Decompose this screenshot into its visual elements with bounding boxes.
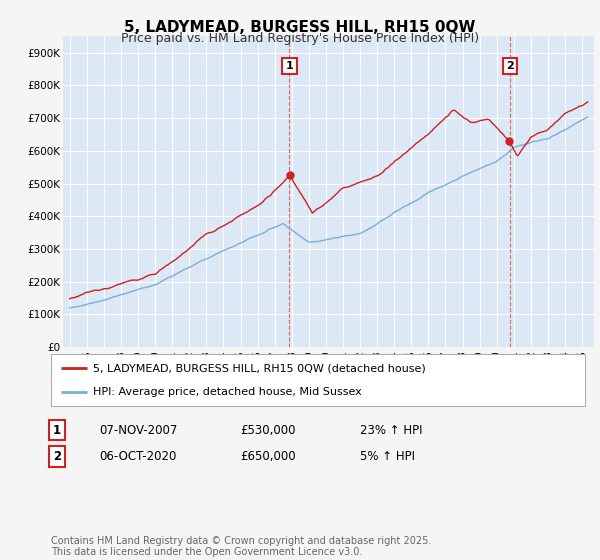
Text: 1: 1 (286, 61, 293, 71)
Text: 5% ↑ HPI: 5% ↑ HPI (360, 450, 415, 463)
Text: £530,000: £530,000 (240, 423, 296, 437)
Text: 06-OCT-2020: 06-OCT-2020 (99, 450, 176, 463)
Text: 2: 2 (506, 61, 514, 71)
Text: £650,000: £650,000 (240, 450, 296, 463)
Text: HPI: Average price, detached house, Mid Sussex: HPI: Average price, detached house, Mid … (92, 387, 361, 397)
Text: 23% ↑ HPI: 23% ↑ HPI (360, 423, 422, 437)
Text: 1: 1 (53, 423, 61, 437)
Text: 5, LADYMEAD, BURGESS HILL, RH15 0QW: 5, LADYMEAD, BURGESS HILL, RH15 0QW (124, 20, 476, 35)
Text: Price paid vs. HM Land Registry's House Price Index (HPI): Price paid vs. HM Land Registry's House … (121, 32, 479, 45)
Text: 5, LADYMEAD, BURGESS HILL, RH15 0QW (detached house): 5, LADYMEAD, BURGESS HILL, RH15 0QW (det… (92, 363, 425, 374)
Text: Contains HM Land Registry data © Crown copyright and database right 2025.
This d: Contains HM Land Registry data © Crown c… (51, 535, 431, 557)
Text: 07-NOV-2007: 07-NOV-2007 (99, 423, 178, 437)
Text: 2: 2 (53, 450, 61, 463)
